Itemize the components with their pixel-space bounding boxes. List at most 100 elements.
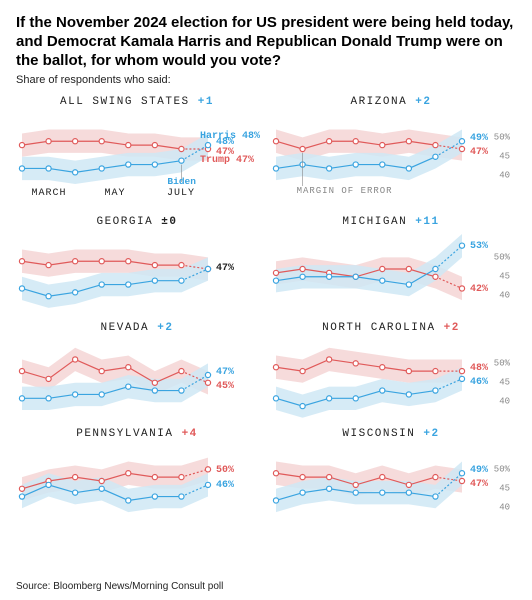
biden-label: Biden bbox=[167, 176, 196, 187]
trump-marker bbox=[406, 267, 411, 272]
panel-wi: WISCONSIN +249%47%404550% bbox=[270, 428, 512, 526]
panel-title: ALL SWING STATES +1 bbox=[16, 96, 258, 108]
chart-area bbox=[16, 446, 214, 516]
chart-svg bbox=[270, 340, 468, 410]
panel-nc: NORTH CAROLINA +2 46%48%404550% bbox=[270, 322, 512, 420]
panel-title: ARIZONA +2 bbox=[270, 96, 512, 108]
trump-marker bbox=[126, 471, 131, 476]
axis-area: 46%50% bbox=[214, 446, 258, 516]
trump-marker bbox=[99, 369, 104, 374]
panel-nv: NEVADA +247%45% bbox=[16, 322, 258, 420]
chart-area bbox=[16, 340, 214, 410]
trump-marker bbox=[433, 274, 438, 279]
trump-marker bbox=[19, 486, 24, 491]
trump-marker bbox=[19, 143, 24, 148]
chart-area bbox=[270, 234, 468, 304]
subhead: Share of respondents who said: bbox=[16, 74, 516, 86]
panel-name: ARIZONA bbox=[350, 96, 415, 108]
end-label-trump: 48% bbox=[470, 363, 488, 374]
headline: If the November 2024 election for US pre… bbox=[16, 14, 516, 70]
trump-marker bbox=[99, 479, 104, 484]
trump-marker bbox=[353, 361, 358, 366]
trump-marker bbox=[459, 286, 464, 291]
harris-marker bbox=[433, 267, 438, 272]
source-line: Source: Bloomberg News/Morning Consult p… bbox=[16, 581, 223, 592]
trump-marker bbox=[380, 475, 385, 480]
harris-marker bbox=[152, 494, 157, 499]
harris-marker bbox=[152, 162, 157, 167]
panel-lead: +11 bbox=[415, 216, 439, 228]
trump-marker bbox=[152, 475, 157, 480]
axis-area: 49%47%404550% bbox=[468, 446, 512, 516]
panel-title: WISCONSIN +2 bbox=[270, 428, 512, 440]
axis-area: 46%48%404550% bbox=[468, 340, 512, 410]
panel-az: ARIZONA +249%47%404550%MARGIN OF ERROR bbox=[270, 96, 512, 208]
harris-marker bbox=[19, 286, 24, 291]
trump-marker bbox=[73, 475, 78, 480]
trump-marker bbox=[300, 147, 305, 152]
trump-marker bbox=[73, 259, 78, 264]
harris-marker bbox=[179, 388, 184, 393]
chart-svg bbox=[270, 234, 468, 304]
trump-marker bbox=[179, 147, 184, 152]
harris-marker bbox=[353, 274, 358, 279]
harris-marker bbox=[152, 278, 157, 283]
panel-ga: GEORGIA ±047% bbox=[16, 216, 258, 314]
trump-marker bbox=[406, 483, 411, 488]
chart-svg bbox=[270, 114, 468, 184]
panel-name: ALL SWING STATES bbox=[60, 96, 198, 108]
y-tick: 40 bbox=[499, 504, 510, 513]
trump-marker bbox=[300, 267, 305, 272]
y-tick: 50% bbox=[494, 133, 510, 142]
harris-marker bbox=[99, 392, 104, 397]
harris-marker bbox=[46, 483, 51, 488]
panel-title: PENNSYLVANIA +4 bbox=[16, 428, 258, 440]
end-label-harris: 53% bbox=[470, 241, 488, 252]
x-axis: MARCHMAYJULY bbox=[16, 188, 214, 199]
panel-name: NEVADA bbox=[101, 322, 158, 334]
panel-name: PENNSYLVANIA bbox=[76, 428, 181, 440]
harris-marker bbox=[300, 404, 305, 409]
harris-marker bbox=[179, 494, 184, 499]
harris-marker bbox=[126, 384, 131, 389]
panel-lead: +2 bbox=[423, 428, 439, 440]
trump-marker bbox=[46, 377, 51, 382]
moe-label: MARGIN OF ERROR bbox=[297, 186, 393, 196]
panel-mi: MICHIGAN +1153%42%404550% bbox=[270, 216, 512, 314]
trump-marker bbox=[459, 369, 464, 374]
harris-marker bbox=[19, 494, 24, 499]
y-tick: 45 bbox=[499, 273, 510, 282]
trump-marker bbox=[19, 259, 24, 264]
harris-marker bbox=[300, 490, 305, 495]
harris-marker bbox=[327, 274, 332, 279]
figure-wrap: If the November 2024 election for US pre… bbox=[0, 0, 532, 600]
panel-lead: +2 bbox=[415, 96, 431, 108]
harris-marker bbox=[380, 278, 385, 283]
harris-marker bbox=[126, 282, 131, 287]
harris-marker bbox=[73, 290, 78, 295]
harris-marker bbox=[380, 388, 385, 393]
harris-marker bbox=[46, 396, 51, 401]
harris-marker bbox=[459, 243, 464, 248]
chart-svg bbox=[16, 114, 214, 184]
harris-marker bbox=[327, 166, 332, 171]
axis-area: 47% bbox=[214, 234, 258, 304]
end-label-tie: 47% bbox=[216, 263, 234, 274]
harris-marker bbox=[205, 373, 210, 378]
end-label-trump: 47% bbox=[470, 479, 488, 490]
harris-marker bbox=[126, 498, 131, 503]
end-label-trump: 45% bbox=[216, 381, 234, 392]
harris-marker bbox=[327, 396, 332, 401]
x-tick: MAY bbox=[82, 188, 148, 199]
panel-lead: +2 bbox=[157, 322, 173, 334]
trump-marker bbox=[205, 467, 210, 472]
panel-lead: +1 bbox=[198, 96, 214, 108]
panel-title: NEVADA +2 bbox=[16, 322, 258, 334]
panel-name: WISCONSIN bbox=[342, 428, 423, 440]
panel-title: NORTH CAROLINA +2 bbox=[270, 322, 512, 334]
y-tick: 40 bbox=[499, 172, 510, 181]
harris-marker bbox=[46, 166, 51, 171]
trump-marker bbox=[353, 483, 358, 488]
end-label-harris: 49% bbox=[470, 465, 488, 476]
harris-marker bbox=[433, 494, 438, 499]
